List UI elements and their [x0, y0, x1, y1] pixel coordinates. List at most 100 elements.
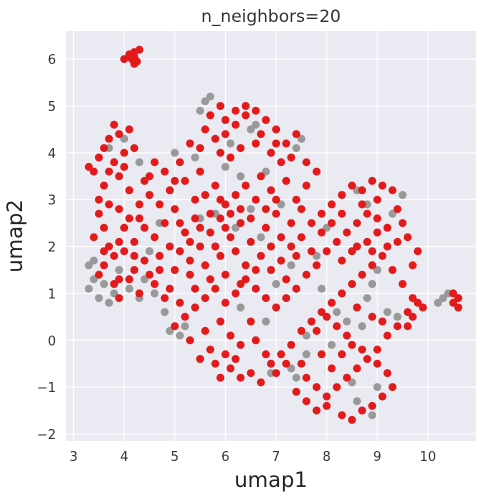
x-tick-label: 4 — [120, 450, 128, 465]
data-point — [110, 289, 119, 298]
data-point — [216, 214, 225, 223]
data-point — [317, 308, 326, 317]
data-point — [327, 364, 336, 373]
data-point — [105, 167, 113, 176]
data-point — [241, 275, 250, 284]
data-point — [337, 191, 346, 199]
data-point — [322, 247, 331, 256]
data-point — [342, 331, 351, 340]
data-point — [241, 181, 250, 190]
data-point — [211, 359, 220, 368]
data-point — [383, 308, 392, 317]
data-point — [130, 251, 139, 260]
data-point — [94, 153, 103, 162]
data-point — [216, 195, 225, 204]
data-point — [358, 345, 367, 354]
data-point — [348, 181, 356, 190]
x-tick-labels: 3 4 5 6 7 8 9 10 — [69, 450, 436, 465]
data-point — [358, 406, 367, 415]
data-point — [332, 308, 341, 317]
data-point — [277, 233, 286, 242]
data-point — [165, 186, 174, 195]
data-point — [388, 186, 397, 195]
data-point — [267, 186, 275, 195]
data-point — [246, 125, 255, 134]
data-point — [413, 298, 422, 307]
data-point — [348, 378, 356, 387]
data-point — [302, 397, 311, 406]
data-point — [226, 153, 235, 162]
data-point — [181, 228, 189, 237]
data-point — [282, 275, 291, 284]
data-point — [145, 191, 154, 199]
data-point — [358, 200, 367, 209]
data-point — [292, 284, 301, 293]
data-point — [155, 266, 164, 274]
data-point — [373, 345, 382, 354]
plot-background — [66, 31, 476, 441]
data-point — [160, 219, 169, 228]
data-point — [150, 280, 159, 288]
data-point — [160, 308, 169, 317]
data-point — [403, 308, 412, 317]
data-point — [236, 205, 245, 214]
data-point — [100, 181, 108, 190]
data-point — [261, 116, 270, 124]
data-point — [302, 181, 311, 190]
data-point — [267, 266, 275, 274]
data-point — [277, 256, 286, 265]
data-point — [297, 233, 306, 242]
data-point — [100, 223, 108, 232]
data-point — [393, 205, 402, 214]
data-point — [186, 237, 194, 246]
data-point — [135, 200, 144, 209]
data-point — [145, 247, 154, 256]
data-point — [434, 298, 442, 307]
data-point — [186, 256, 194, 265]
data-point — [267, 148, 275, 157]
data-point — [353, 364, 361, 373]
data-point — [261, 294, 270, 303]
data-point — [393, 237, 402, 246]
data-point — [287, 340, 296, 349]
data-point — [201, 97, 210, 106]
data-point — [181, 176, 189, 185]
data-point — [241, 102, 250, 110]
data-point — [115, 172, 124, 181]
data-point — [246, 214, 255, 223]
data-point — [170, 205, 179, 214]
data-point — [125, 275, 134, 284]
data-point — [302, 158, 311, 167]
data-point — [348, 247, 356, 256]
data-point — [277, 200, 286, 209]
data-point — [383, 331, 392, 340]
y-tick-label: 3 — [48, 194, 56, 209]
data-point — [383, 223, 392, 232]
data-point — [373, 228, 382, 237]
data-point — [155, 200, 164, 209]
data-point — [373, 266, 382, 274]
data-point — [216, 102, 225, 110]
data-point — [287, 219, 296, 228]
data-point — [241, 111, 250, 120]
data-point — [115, 266, 124, 274]
data-point — [130, 144, 139, 153]
data-point — [221, 130, 230, 139]
data-point — [100, 247, 108, 256]
data-point — [413, 247, 422, 256]
data-point — [100, 280, 108, 288]
y-tick-labels: −2 −1 0 1 2 3 4 5 6 — [37, 53, 56, 443]
data-point — [135, 289, 144, 298]
data-point — [251, 266, 260, 274]
data-point — [120, 148, 129, 157]
data-point — [135, 158, 144, 167]
data-point — [110, 120, 119, 129]
data-point — [322, 401, 331, 410]
data-point — [302, 373, 311, 382]
data-point — [251, 195, 260, 204]
data-point — [282, 294, 291, 303]
data-point — [312, 406, 321, 415]
data-point — [327, 200, 336, 209]
data-point — [388, 383, 397, 392]
data-point — [231, 289, 240, 298]
